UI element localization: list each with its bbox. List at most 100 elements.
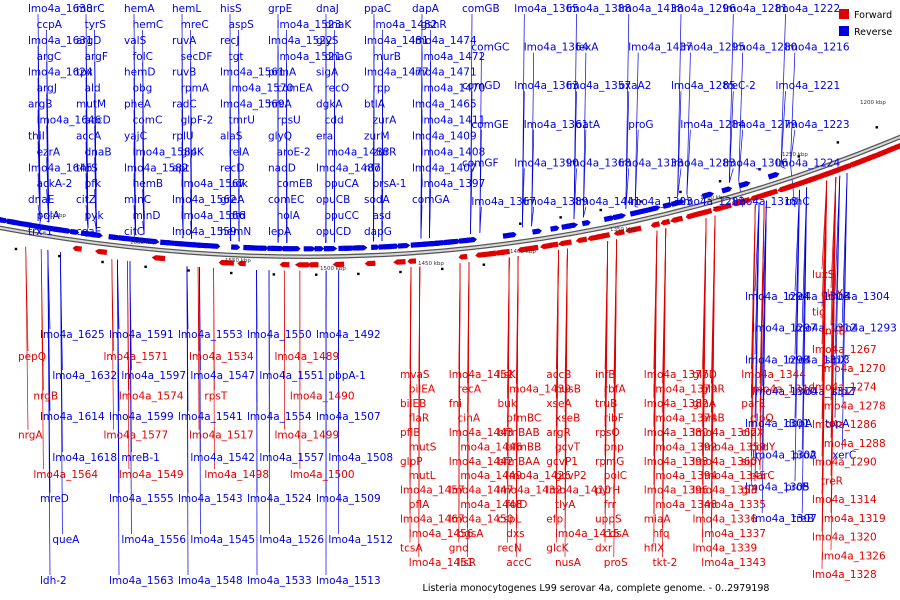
reverse-gene-label: dapA bbox=[412, 3, 440, 15]
feature-tick bbox=[399, 270, 402, 274]
forward-feature-arrow bbox=[307, 262, 319, 268]
reverse-gene-label: lmo4a_1222 bbox=[776, 3, 841, 15]
reverse-label-leader bbox=[686, 52, 691, 195]
forward-feature-arrow bbox=[279, 261, 290, 268]
reverse-feature-arrow bbox=[271, 245, 286, 252]
reverse-gene-label: lmo4a_1582 bbox=[124, 162, 189, 174]
reverse-gene-label: lmo4a_1368 bbox=[567, 157, 632, 169]
reverse-gene-label: ldh-2 bbox=[40, 575, 67, 587]
forward-gene-label: folD bbox=[506, 499, 527, 511]
forward-feature-arrow bbox=[712, 205, 723, 212]
reverse-gene-label: glpK bbox=[181, 146, 205, 158]
reverse-gene-label: lmo4a_1512 bbox=[328, 534, 393, 546]
forward-gene-label: sipY bbox=[741, 456, 763, 468]
forward-gene-label: bfmBB bbox=[506, 441, 541, 453]
forward-gene-label: polC bbox=[604, 470, 627, 482]
reverse-gene-label: lmo4a_1550 bbox=[247, 329, 312, 341]
reverse-gene-label: recO bbox=[325, 83, 350, 95]
forward-gene-label: glpP bbox=[400, 456, 423, 468]
forward-gene-label: lmo4a_1319 bbox=[821, 513, 886, 525]
forward-gene-label: lmo4a_1314 bbox=[812, 494, 877, 506]
forward-gene-label: rpsO bbox=[595, 427, 620, 439]
reverse-gene-label: recD bbox=[220, 162, 244, 174]
reverse-gene-label: proA bbox=[792, 450, 817, 462]
forward-label-leader bbox=[458, 263, 461, 543]
reverse-gene-label: lmo4a_1554 bbox=[247, 411, 312, 423]
reverse-gene-label: lmo4a_1543 bbox=[178, 493, 243, 505]
reverse-gene-label: ezrA bbox=[37, 146, 61, 158]
forward-gene-label: lmo4a_1348 bbox=[653, 499, 718, 511]
feature-tick bbox=[599, 208, 602, 212]
reverse-gene-label: ald bbox=[85, 83, 101, 95]
reverse-gene-label: lmo4a_1388 bbox=[567, 3, 632, 15]
genome-caption: Listeria monocytogenes L99 serovar 4a, c… bbox=[423, 583, 770, 594]
kbp-tick-label: 1650 kbp bbox=[40, 213, 66, 219]
forward-label-leader bbox=[653, 230, 658, 543]
feature-tick bbox=[441, 267, 444, 271]
reverse-gene-label: tgt bbox=[229, 51, 244, 63]
forward-gene-label: xseB bbox=[555, 412, 580, 424]
reverse-gene-label: citZ bbox=[76, 194, 96, 206]
forward-gene-label: hfq bbox=[653, 528, 670, 540]
forward-gene-label: lmo4a_1353 bbox=[693, 485, 758, 497]
reverse-label-leader bbox=[46, 220, 49, 223]
reverse-gene-label: tmrU bbox=[229, 115, 255, 127]
forward-feature-arrow bbox=[719, 202, 732, 210]
reverse-gene-label: mutM bbox=[76, 99, 106, 111]
reverse-label-leader bbox=[85, 205, 89, 228]
forward-gene-label: lisR bbox=[458, 557, 477, 569]
forward-gene-label: pepQ bbox=[18, 351, 46, 363]
reverse-gene-label: hemL bbox=[172, 3, 201, 15]
forward-gene-label: dxs bbox=[506, 528, 524, 540]
forward-gene-label: pgsA bbox=[458, 528, 485, 540]
reverse-gene-label: lmo4a_1551 bbox=[259, 370, 324, 382]
forward-gene-label: lmo4a_1382 bbox=[644, 398, 709, 410]
reverse-feature-arrow bbox=[325, 245, 338, 252]
reverse-gene-label: lmo4a_1509 bbox=[316, 493, 381, 505]
reverse-gene-label: grpE bbox=[268, 3, 292, 15]
feature-tick bbox=[144, 265, 147, 268]
reverse-gene-label: lmo4a_1470 bbox=[421, 83, 486, 95]
reverse-gene-label: cdd bbox=[325, 115, 344, 127]
reverse-gene-label: yajC bbox=[124, 130, 147, 142]
reverse-gene-label: lmo4a_1301 bbox=[745, 418, 810, 430]
reverse-gene-label: hrcA bbox=[268, 99, 293, 111]
reverse-label-leader bbox=[531, 129, 535, 227]
reverse-feature-arrow bbox=[434, 240, 447, 246]
reverse-gene-label: lmo4a_1523 bbox=[277, 19, 342, 31]
reverse-gene-label: dtd bbox=[229, 210, 246, 222]
forward-gene-label: lmo4a_1564 bbox=[33, 469, 98, 481]
forward-gene-label: mvaS bbox=[400, 369, 430, 381]
reverse-feature-arrow bbox=[397, 242, 411, 249]
forward-label-leader bbox=[197, 267, 200, 430]
reverse-label-leader bbox=[429, 189, 431, 238]
forward-gene-label: mutL bbox=[409, 470, 436, 482]
reverse-gene-label: greA bbox=[220, 194, 245, 206]
reverse-gene-label: polA bbox=[37, 210, 61, 222]
reverse-gene-label: lmo4a_1389 bbox=[524, 196, 589, 208]
forward-gene-label: tkt-2 bbox=[653, 557, 678, 569]
reverse-gene-label: lmo4a_1357 bbox=[567, 80, 632, 92]
reverse-gene-label: lmo4a_1411 bbox=[421, 115, 486, 127]
reverse-label-leader bbox=[94, 189, 97, 230]
forward-label-leader bbox=[111, 259, 114, 430]
forward-gene-label: lmo4a_1571 bbox=[104, 351, 169, 363]
forward-gene-label: cinA bbox=[458, 412, 481, 424]
reverse-feature-arrow bbox=[69, 228, 80, 235]
reverse-gene-label: lmo4a_1508 bbox=[328, 452, 393, 464]
reverse-label-leader bbox=[37, 205, 41, 221]
reverse-gene-label: lmo4a_1631 bbox=[28, 35, 93, 47]
reverse-label-leader bbox=[190, 221, 192, 239]
feature-tick bbox=[797, 155, 800, 158]
forward-gene-label: lmo4a_1499 bbox=[275, 430, 340, 442]
reverse-gene-label: lmo4a_1562 bbox=[172, 194, 237, 206]
reverse-feature-arrow bbox=[111, 234, 121, 241]
reverse-gene-label: opuCD bbox=[316, 226, 351, 238]
reverse-label-leader bbox=[381, 221, 383, 241]
reverse-gene-label: lmo4a_1556 bbox=[121, 534, 186, 546]
forward-gene-label: lmo4a_1574 bbox=[119, 390, 184, 402]
reverse-gene-label: lmo4a_1542 bbox=[190, 452, 255, 464]
kbp-tick-label: 1400 kbp bbox=[510, 249, 536, 255]
reverse-gene-label: recJ bbox=[220, 35, 239, 47]
